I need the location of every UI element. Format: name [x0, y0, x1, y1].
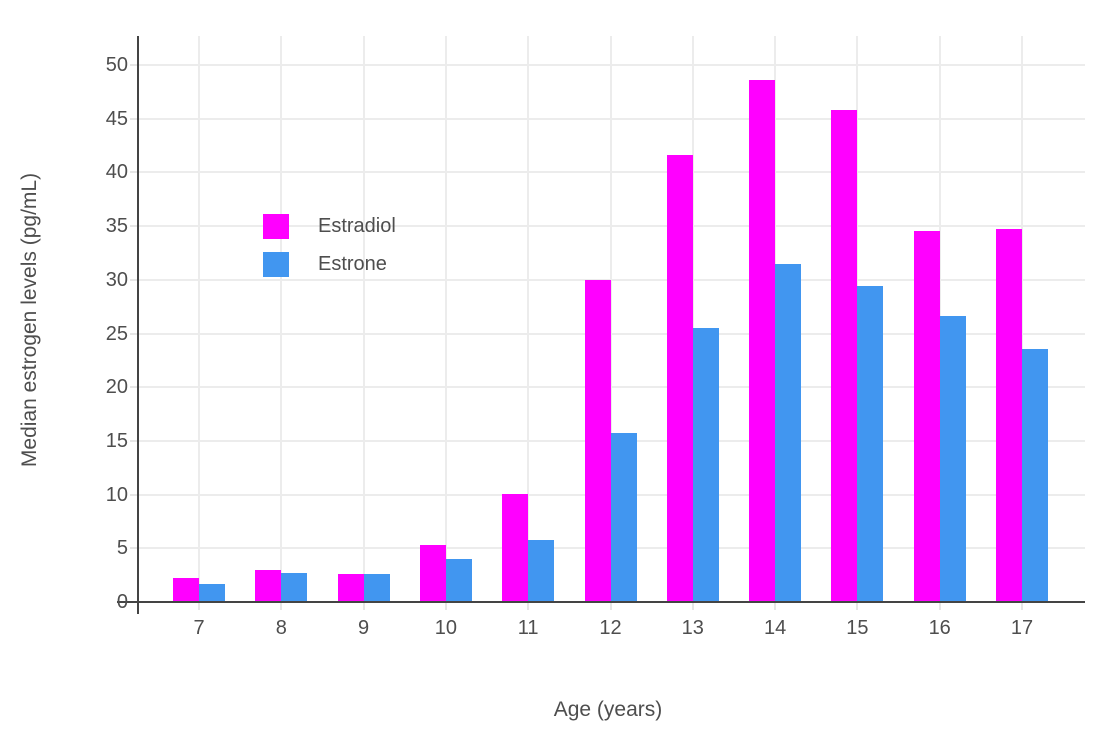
legend-label-estrone: Estrone [318, 253, 387, 275]
bar-estradiol-age-16[interactable] [913, 231, 940, 602]
y-tick-label: 5 [116, 537, 128, 560]
x-tick-label: 9 [358, 617, 370, 639]
y-tick-label: 35 [105, 215, 128, 238]
bar-estrone-age-17[interactable] [1022, 349, 1048, 602]
h-gridline [139, 386, 1085, 389]
x-tick-label: 14 [763, 617, 787, 639]
h-gridline [139, 278, 1085, 281]
bar-estrone-age-11[interactable] [528, 540, 555, 602]
x-tick-label: 13 [681, 617, 704, 639]
y-tick-mark [130, 117, 138, 120]
x-tick-label: 16 [928, 617, 951, 639]
h-gridline [139, 117, 1085, 120]
y-tick-label: 30 [105, 268, 128, 291]
x-tick-mark [938, 603, 941, 610]
bar-estrone-age-7[interactable] [199, 584, 225, 602]
bar-estrone-age-15[interactable] [857, 286, 884, 602]
legend-item-estrone[interactable]: Estrone [263, 252, 396, 277]
x-tick-mark [856, 603, 859, 610]
v-gridline [691, 36, 694, 602]
v-gridline [280, 36, 283, 602]
y-tick-label: 0 [116, 591, 128, 613]
x-tick-label: 11 [517, 617, 539, 639]
x-tick-mark [280, 603, 283, 610]
y-tick-label: 40 [105, 161, 128, 184]
y-tick-mark [130, 493, 138, 496]
bar-estrone-age-12[interactable] [610, 433, 637, 602]
y-tick-mark [130, 171, 138, 174]
legend-label-estradiol: Estradiol [318, 215, 396, 237]
legend-item-estradiol[interactable]: Estradiol [263, 214, 396, 239]
h-gridline [139, 332, 1085, 335]
bar-estradiol-age-14[interactable] [749, 80, 776, 602]
bar-estradiol-age-8[interactable] [255, 570, 282, 602]
bar-estradiol-age-15[interactable] [831, 110, 858, 602]
x-tick-mark [198, 603, 200, 610]
bar-estradiol-age-13[interactable] [666, 155, 693, 602]
y-tick-mark [130, 439, 138, 442]
x-tick-mark [362, 603, 365, 610]
x-tick-label: 17 [1010, 617, 1034, 639]
y-tick-label: 15 [105, 429, 128, 452]
bar-estrone-age-8[interactable] [281, 573, 308, 602]
y-axis-line [137, 36, 139, 614]
bar-estrone-age-9[interactable] [363, 574, 390, 602]
x-tick-label: 15 [846, 617, 869, 639]
x-tick-mark [774, 603, 777, 610]
x-tick-label: 10 [434, 617, 458, 639]
y-tick-mark [130, 64, 138, 66]
bar-estrone-age-16[interactable] [939, 316, 966, 602]
y-tick-label: 45 [105, 107, 128, 130]
bar-estrone-age-10[interactable] [445, 559, 472, 602]
y-tick-label: 25 [105, 322, 128, 345]
x-tick-label: 12 [599, 617, 622, 639]
v-gridline [444, 36, 447, 602]
y-tick-label: 10 [105, 483, 128, 506]
x-tick-mark [691, 603, 694, 610]
bar-estrone-age-14[interactable] [775, 264, 802, 602]
x-tick-mark [1021, 603, 1023, 610]
y-tick-mark [130, 547, 138, 550]
estrone-swatch-icon [263, 252, 289, 277]
x-tick-mark [444, 603, 447, 610]
bar-estradiol-age-10[interactable] [419, 545, 446, 602]
bar-estradiol-age-12[interactable] [584, 280, 611, 602]
y-tick-label: 50 [105, 54, 128, 76]
bar-estradiol-age-9[interactable] [337, 574, 364, 602]
y-axis-title: Median estrogen levels (pg/mL) [18, 172, 41, 468]
bar-estrone-age-13[interactable] [692, 328, 719, 602]
h-gridline [139, 225, 1085, 228]
v-gridline [527, 36, 530, 602]
y-tick-mark [130, 225, 138, 228]
bar-estradiol-age-17[interactable] [996, 229, 1022, 602]
h-gridline [139, 64, 1085, 66]
y-tick-mark [130, 332, 138, 335]
x-tick-label: 8 [275, 617, 287, 639]
v-gridline [609, 36, 612, 602]
v-gridline [1021, 36, 1023, 602]
bar-estradiol-age-11[interactable] [502, 494, 529, 602]
v-gridline [198, 36, 200, 602]
x-tick-label: 7 [193, 617, 205, 639]
estradiol-swatch-icon [263, 214, 289, 239]
y-tick-mark [130, 386, 138, 389]
x-tick-mark [609, 603, 612, 610]
x-axis-line [117, 601, 1085, 603]
y-tick-mark [130, 278, 138, 281]
h-gridline [139, 171, 1085, 174]
x-axis-title: Age (years) [553, 698, 663, 721]
bar-estradiol-age-7[interactable] [173, 578, 199, 602]
y-tick-label: 20 [105, 376, 128, 399]
v-gridline [362, 36, 365, 602]
x-tick-mark [527, 603, 530, 610]
legend: Estradiol Estrone [263, 214, 396, 290]
